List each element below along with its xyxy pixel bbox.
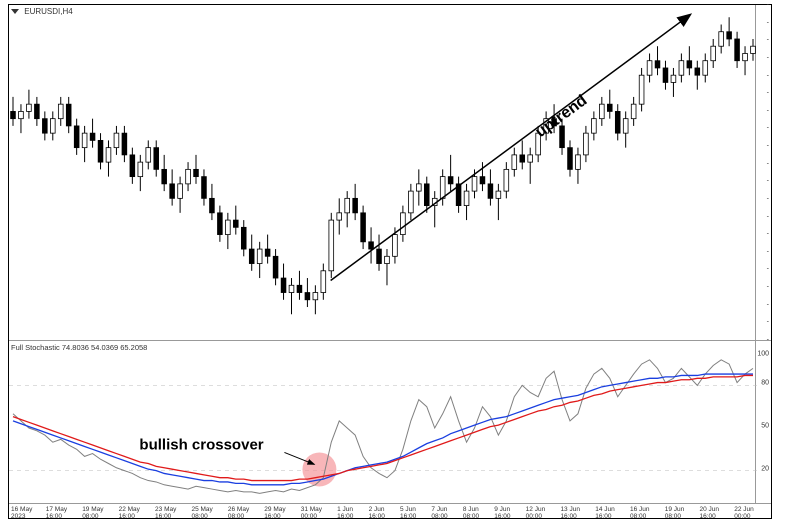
x-axis-label: 29 May 16:00 xyxy=(264,506,300,518)
x-axis-label: 1 Jun 16:00 xyxy=(337,506,368,518)
x-axis-label: 5 Jun 16:00 xyxy=(400,506,431,518)
x-axis-label: 25 May 08:00 xyxy=(191,506,227,518)
x-axis-label: 8 Jun 08:00 xyxy=(463,506,494,518)
x-axis-label: 31 May 00:00 xyxy=(301,506,337,518)
indicator-panel: 100805020 bullish crossover xyxy=(9,341,771,504)
indicator-y-axis: 100805020 xyxy=(755,341,771,504)
x-axis-label: 26 May 08:00 xyxy=(228,506,264,518)
x-axis-label: 9 Jun 16:00 xyxy=(494,506,525,518)
x-axis-label: 16 May 2023 xyxy=(11,506,46,518)
x-axis-label: 12 Jun 00:00 xyxy=(526,506,561,518)
x-axis-label: 13 Jun 16:00 xyxy=(560,506,595,518)
candle-area: uptrend xyxy=(9,5,755,340)
indicator-header: Full Stochastic 74.8036 54.0369 65.2058 xyxy=(11,343,147,352)
x-axis-label: 23 May 16:00 xyxy=(155,506,191,518)
x-axis-label: 22 Jun 00:00 xyxy=(734,506,769,518)
candlestick-chart: uptrend xyxy=(9,5,757,341)
indicator-label: Full Stochastic 74.8036 54.0369 65.2058 xyxy=(11,343,147,352)
price-y-axis: -------------------- xyxy=(755,5,771,340)
chart-container: EURUSDI,H4 -------------------- uptrend … xyxy=(8,4,772,519)
bullish-crossover-annotation: bullish crossover xyxy=(139,436,263,453)
price-panel: EURUSDI,H4 -------------------- uptrend xyxy=(9,5,771,341)
x-axis-label: 2 Jun 16:00 xyxy=(369,506,400,518)
x-axis-label: 16 Jun 08:00 xyxy=(630,506,665,518)
x-axis: 16 May 202317 May 16:0019 May 08:0022 Ma… xyxy=(9,503,771,518)
x-axis-label: 14 Jun 16:00 xyxy=(595,506,630,518)
x-axis-label: 19 Jun 08:00 xyxy=(665,506,700,518)
indicator-area: bullish crossover xyxy=(9,341,755,504)
x-axis-label: 7 Jun 08:00 xyxy=(431,506,462,518)
stochastic-chart: bullish crossover xyxy=(9,354,757,502)
x-axis-label: 22 May 16:00 xyxy=(119,506,155,518)
x-axis-label: 17 May 16:00 xyxy=(46,506,82,518)
x-axis-label: 20 Jun 16:00 xyxy=(700,506,735,518)
x-axis-label: 19 May 08:00 xyxy=(82,506,118,518)
